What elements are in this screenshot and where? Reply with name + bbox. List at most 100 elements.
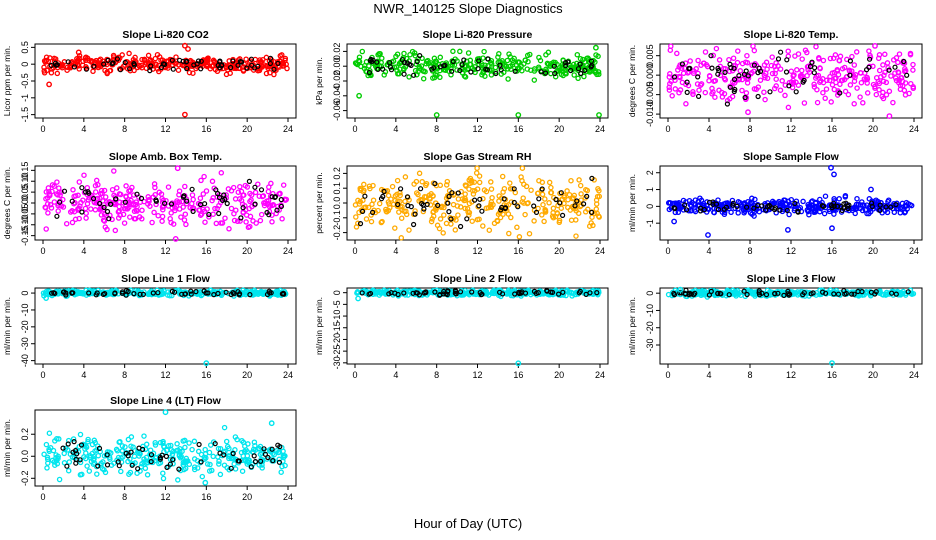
data-point: [910, 84, 916, 90]
data-point: [828, 290, 834, 296]
data-point: [853, 49, 860, 55]
data-point: [357, 198, 364, 205]
reference-point: [479, 208, 485, 214]
data-point: [81, 172, 87, 178]
data-point: [779, 78, 785, 84]
data-point: [83, 57, 89, 64]
y-tick-label: -20: [332, 333, 342, 346]
reference-point: [49, 290, 55, 296]
reference-point: [205, 290, 211, 296]
data-point: [61, 450, 67, 457]
x-tick-label: 16: [513, 246, 523, 256]
data-point: [506, 51, 512, 57]
reference-point: [69, 198, 75, 204]
data-point: [151, 209, 157, 216]
reference-point: [95, 463, 101, 469]
reference-point: [167, 461, 173, 467]
reference-point: [168, 201, 175, 207]
data-point: [593, 201, 600, 207]
data-point: [519, 67, 525, 74]
x-tick-label: 24: [909, 124, 919, 134]
data-point: [679, 79, 686, 86]
data-point: [392, 225, 398, 231]
data-point: [895, 205, 901, 212]
data-point: [42, 59, 49, 65]
data-point: [132, 215, 139, 222]
reference-point: [381, 188, 387, 195]
y-tick-label: -0.05: [20, 204, 30, 225]
data-point: [800, 198, 806, 205]
data-point: [75, 61, 81, 68]
data-point: [488, 72, 495, 78]
data-point: [159, 218, 165, 224]
data-point: [421, 193, 428, 200]
data-point: [136, 214, 143, 220]
reference-point: [498, 207, 504, 213]
data-point: [505, 202, 512, 208]
data-point: [126, 204, 132, 210]
data-point: [717, 72, 724, 79]
y-tick-label: -30: [645, 338, 655, 351]
data-point: [896, 77, 903, 83]
data-point: [266, 184, 272, 190]
data-point: [836, 57, 843, 64]
data-point: [571, 192, 578, 199]
reference-point: [157, 454, 163, 461]
reference-point: [542, 70, 549, 76]
reference-point: [78, 442, 85, 448]
data-point: [702, 49, 709, 55]
reference-point: [240, 205, 246, 211]
data-point: [785, 48, 791, 54]
data-point: [365, 204, 372, 211]
reference-point: [772, 290, 778, 297]
y-tick-label: -30: [332, 356, 342, 369]
data-point: [782, 92, 788, 99]
data-point: [175, 477, 181, 483]
data-point: [457, 48, 463, 55]
data-point: [145, 194, 151, 200]
x-tick-label: 20: [554, 124, 564, 134]
data-point: [406, 74, 412, 80]
data-point: [786, 211, 792, 218]
reference-point: [101, 61, 107, 67]
reference-point: [830, 200, 837, 206]
x-tick-label: 20: [242, 492, 252, 502]
data-point: [255, 65, 261, 72]
data-point: [815, 72, 822, 79]
reference-point: [457, 289, 464, 295]
reference-point: [560, 289, 566, 295]
panel-title: Slope Li-820 Temp.: [744, 29, 839, 41]
reference-point: [677, 290, 683, 296]
data-point: [42, 204, 48, 210]
reference-point: [272, 194, 278, 200]
data-point: [406, 227, 412, 233]
data-point: [466, 209, 473, 216]
y-tick-label: 0: [20, 62, 30, 67]
reference-point: [115, 459, 121, 465]
reference-point: [544, 288, 550, 294]
data-point: [240, 192, 246, 198]
reference-point: [671, 205, 677, 211]
reference-point: [278, 203, 284, 209]
data-point: [556, 219, 563, 226]
data-point: [864, 80, 870, 86]
reference-point: [134, 191, 140, 197]
reference-point: [271, 66, 277, 72]
reference-point: [893, 202, 899, 208]
data-point: [467, 57, 474, 64]
data-point: [531, 218, 537, 224]
data-point: [709, 85, 715, 92]
reference-point: [732, 86, 738, 93]
reference-point: [722, 69, 728, 76]
data-point: [172, 207, 178, 214]
reference-point: [445, 200, 451, 206]
data-point: [709, 91, 715, 97]
data-point: [540, 201, 546, 208]
data-point: [885, 64, 891, 71]
reference-point: [112, 290, 118, 296]
data-point: [176, 206, 183, 212]
data-point: [483, 188, 490, 195]
reference-point: [269, 194, 275, 200]
data-point: [212, 205, 218, 212]
reference-point: [73, 460, 79, 466]
